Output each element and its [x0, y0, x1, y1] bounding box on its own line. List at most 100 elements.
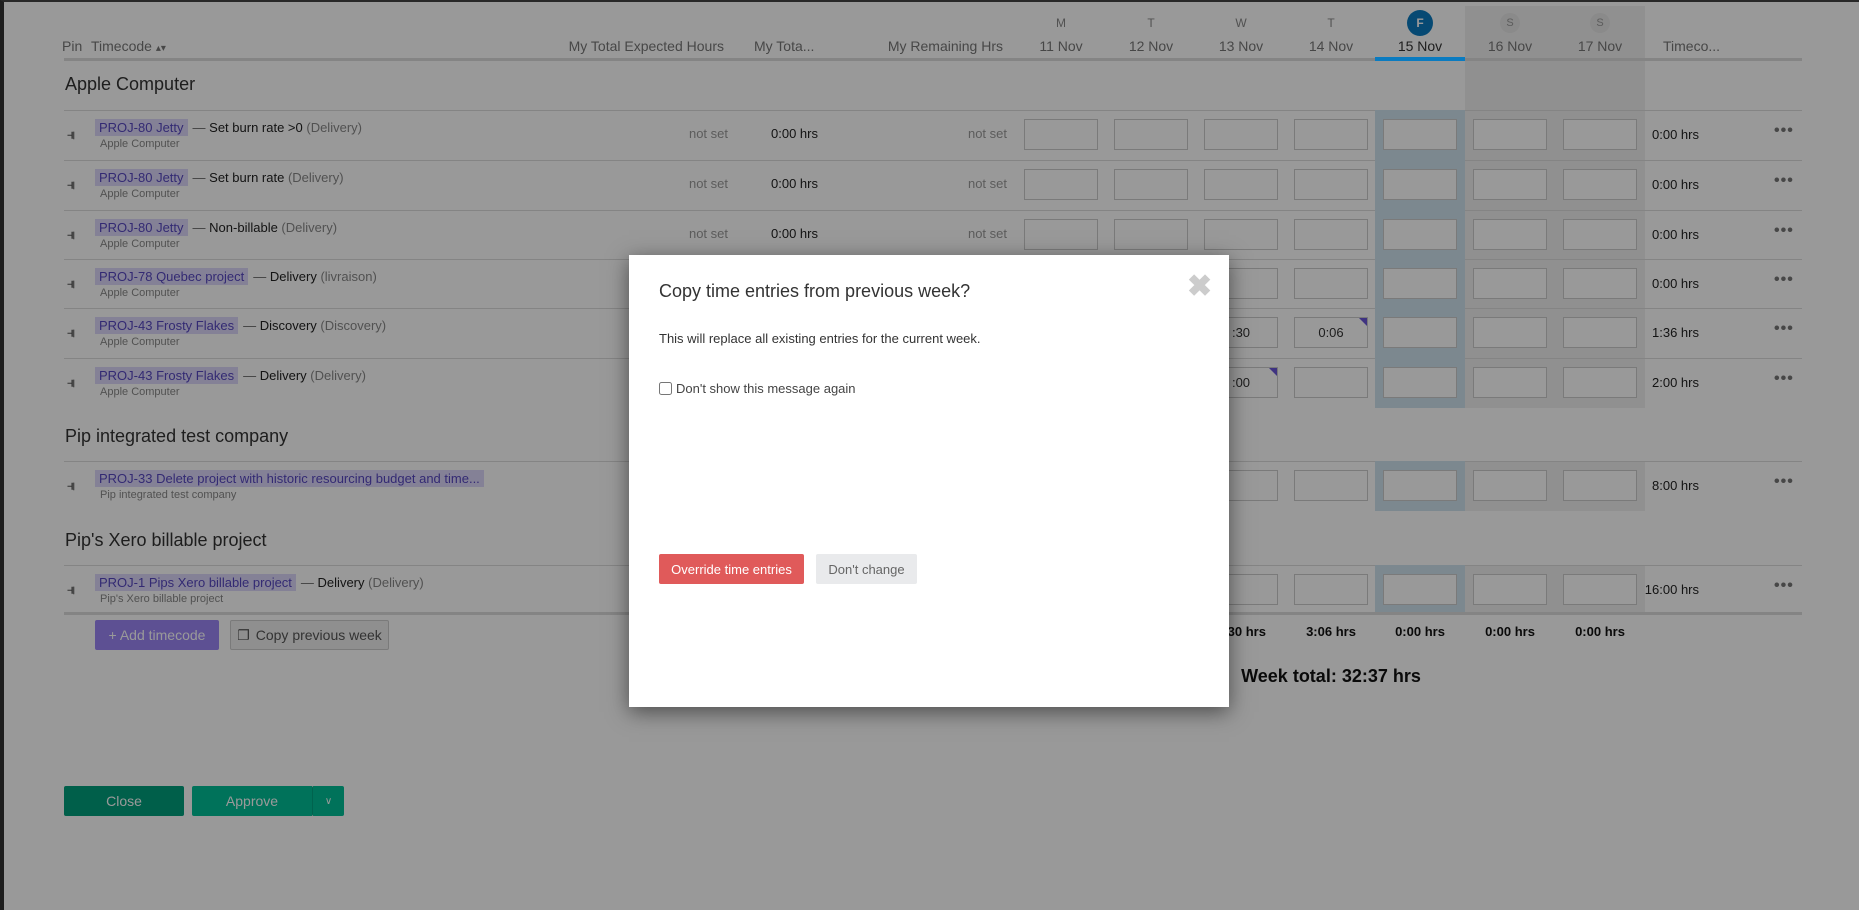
time-entry-input[interactable] — [1114, 119, 1188, 150]
total-hours: 0:00 hrs — [771, 126, 818, 141]
time-entry-input[interactable] — [1383, 367, 1457, 398]
add-timecode-button[interactable]: + Add timecode — [95, 620, 219, 650]
approve-dropdown-toggle[interactable]: ∨ — [312, 786, 344, 816]
time-entry-input[interactable] — [1473, 219, 1547, 250]
header-timecode[interactable]: Timecode ▴▾ — [91, 38, 166, 54]
time-entry-input[interactable] — [1204, 219, 1278, 250]
close-button[interactable]: Close — [64, 786, 184, 816]
day-date[interactable]: 17 Nov — [1577, 38, 1623, 54]
more-options-icon[interactable]: ••• — [1774, 320, 1794, 337]
more-options-icon[interactable]: ••• — [1774, 577, 1794, 594]
day-date[interactable]: 14 Nov — [1308, 38, 1354, 54]
day-date[interactable]: 11 Nov — [1039, 38, 1083, 54]
task-category: (Delivery) — [287, 170, 344, 185]
timecode-tag[interactable]: PROJ-1 Pips Xero billable project — [95, 574, 296, 591]
close-icon[interactable]: ✖ — [1187, 270, 1213, 303]
day-date[interactable]: 15 Nov — [1397, 38, 1443, 54]
time-entry-input[interactable] — [1563, 268, 1637, 299]
day-date[interactable]: 12 Nov — [1128, 38, 1174, 54]
day-date[interactable]: 16 Nov — [1487, 38, 1533, 54]
time-entry-input[interactable] — [1294, 574, 1368, 605]
time-entry-input[interactable] — [1383, 574, 1457, 605]
pin-icon[interactable]: ⫣ — [67, 275, 76, 291]
day-date[interactable]: 13 Nov — [1218, 38, 1264, 54]
timecode-tag[interactable]: PROJ-80 Jetty — [95, 169, 188, 186]
more-options-icon[interactable]: ••• — [1774, 473, 1794, 490]
time-entry-input[interactable] — [1294, 470, 1368, 501]
task-category: (Delivery) — [306, 120, 362, 135]
time-entry-input[interactable] — [1204, 169, 1278, 200]
timecode-title: PROJ-43 Frosty Flakes — Discovery (Discov… — [95, 317, 386, 334]
pin-icon[interactable]: ⫣ — [67, 374, 76, 390]
time-entry-input[interactable] — [1383, 470, 1457, 501]
time-entry-input[interactable] — [1563, 119, 1637, 150]
time-entry-input[interactable] — [1024, 219, 1098, 250]
more-options-icon[interactable]: ••• — [1774, 271, 1794, 288]
timecode-title: PROJ-1 Pips Xero billable project — Deliv… — [95, 574, 424, 591]
time-entry-input[interactable] — [1294, 119, 1368, 150]
time-entry-input[interactable] — [1383, 268, 1457, 299]
time-entry-input[interactable] — [1024, 169, 1098, 200]
separator: — — [192, 120, 210, 135]
time-entry-input[interactable] — [1383, 119, 1457, 150]
pin-icon[interactable]: ⫣ — [67, 126, 76, 142]
time-entry-input[interactable] — [1473, 367, 1547, 398]
time-entry-input[interactable]: 0:06 — [1294, 317, 1368, 348]
task-label: Delivery — [317, 575, 369, 590]
time-entry-input[interactable] — [1563, 470, 1637, 501]
time-entry-input[interactable] — [1473, 470, 1547, 501]
time-entry-input[interactable] — [1473, 574, 1547, 605]
day-total: 0:00 hrs — [1485, 624, 1535, 639]
dont-show-again-option[interactable]: Don't show this message again — [659, 381, 856, 396]
day-letter: T — [1147, 16, 1155, 30]
timecode-tag[interactable]: PROJ-43 Frosty Flakes — [95, 367, 239, 384]
time-entry-input[interactable] — [1563, 574, 1637, 605]
client-name: Apple Computer — [100, 238, 180, 250]
time-entry-input[interactable] — [1294, 219, 1368, 250]
time-entry-input[interactable] — [1473, 317, 1547, 348]
time-entry-input[interactable] — [1473, 268, 1547, 299]
task-category: (Discovery) — [320, 318, 387, 333]
day-letter: S — [1500, 13, 1520, 33]
timecode-tag[interactable]: PROJ-78 Quebec project — [95, 268, 249, 285]
pin-icon[interactable]: ⫣ — [67, 581, 76, 597]
timecode-tag[interactable]: PROJ-80 Jetty — [95, 119, 188, 136]
time-entry-input[interactable] — [1114, 169, 1188, 200]
approve-button[interactable]: Approve — [192, 786, 312, 816]
task-category: (Delivery) — [281, 220, 338, 235]
dont-change-button[interactable]: Don't change — [816, 554, 917, 584]
time-entry-input[interactable] — [1294, 367, 1368, 398]
time-entry-input[interactable] — [1563, 317, 1637, 348]
time-entry-input[interactable] — [1294, 169, 1368, 200]
time-entry-input[interactable] — [1114, 219, 1188, 250]
timecode-tag[interactable]: PROJ-33 Delete project with historic res… — [95, 470, 484, 487]
time-entry-input[interactable] — [1383, 169, 1457, 200]
time-entry-input[interactable] — [1473, 119, 1547, 150]
timecode-tag[interactable]: PROJ-80 Jetty — [95, 219, 188, 236]
pin-icon[interactable]: ⫣ — [67, 176, 76, 192]
separator: — — [192, 170, 210, 185]
pin-icon[interactable]: ⫣ — [67, 477, 76, 493]
client-name: Apple Computer — [100, 336, 180, 348]
time-entry-input[interactable] — [1563, 367, 1637, 398]
time-entry-input[interactable] — [1473, 169, 1547, 200]
override-time-entries-button[interactable]: Override time entries — [659, 554, 804, 584]
time-entry-input[interactable] — [1563, 219, 1637, 250]
more-options-icon[interactable]: ••• — [1774, 122, 1794, 139]
time-entry-input[interactable] — [1383, 219, 1457, 250]
time-entry-input[interactable] — [1383, 317, 1457, 348]
time-entry-input[interactable] — [1204, 119, 1278, 150]
pin-icon[interactable]: ⫣ — [67, 226, 76, 242]
dont-show-again-checkbox[interactable] — [659, 382, 672, 395]
more-options-icon[interactable]: ••• — [1774, 370, 1794, 387]
time-entry-input[interactable] — [1024, 119, 1098, 150]
pin-icon[interactable]: ⫣ — [67, 324, 76, 340]
task-category: (livraison) — [320, 269, 377, 284]
timecode-tag[interactable]: PROJ-43 Frosty Flakes — [95, 317, 239, 334]
time-entry-input[interactable] — [1563, 169, 1637, 200]
more-options-icon[interactable]: ••• — [1774, 172, 1794, 189]
more-options-icon[interactable]: ••• — [1774, 222, 1794, 239]
dialog-title: Copy time entries from previous week? — [659, 281, 971, 301]
time-entry-input[interactable] — [1294, 268, 1368, 299]
copy-previous-week-button[interactable]: ❐ Copy previous week — [230, 620, 389, 650]
